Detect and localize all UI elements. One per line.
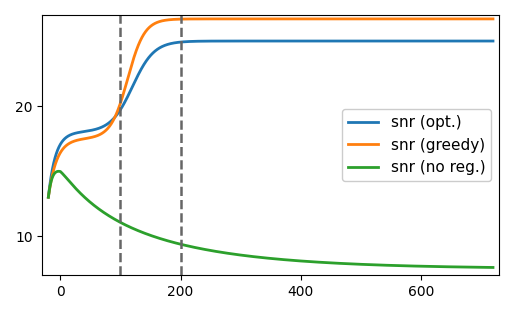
snr (opt.) [377, 39, 383, 43]
snr (greedy) [434, 17, 440, 21]
snr (greedy) [215, 17, 222, 21]
snr (opt.) [490, 39, 496, 43]
snr (no reg.) [411, 264, 417, 268]
snr (greedy) [45, 195, 51, 199]
snr (greedy) [312, 17, 318, 21]
Line: snr (no reg.): snr (no reg.) [48, 171, 493, 268]
Line: snr (greedy): snr (greedy) [48, 19, 493, 197]
snr (no reg.) [490, 266, 496, 269]
snr (no reg.) [215, 250, 222, 254]
snr (greedy) [126, 72, 132, 75]
snr (no reg.) [45, 195, 51, 199]
snr (no reg.) [377, 263, 383, 267]
snr (no reg.) [335, 261, 341, 265]
snr (no reg.) [126, 225, 132, 229]
snr (no reg.) [56, 170, 62, 173]
snr (no reg.) [312, 260, 318, 264]
snr (opt.) [126, 92, 132, 95]
snr (greedy) [377, 17, 383, 21]
snr (opt.) [215, 39, 222, 43]
snr (opt.) [490, 39, 496, 43]
snr (opt.) [312, 39, 318, 43]
snr (opt.) [411, 39, 417, 43]
Line: snr (opt.): snr (opt.) [48, 41, 493, 197]
snr (opt.) [335, 39, 341, 43]
snr (opt.) [45, 195, 51, 199]
snr (greedy) [490, 17, 496, 21]
snr (greedy) [335, 17, 341, 21]
snr (greedy) [411, 17, 417, 21]
Legend: snr (opt.), snr (greedy), snr (no reg.): snr (opt.), snr (greedy), snr (no reg.) [342, 109, 491, 181]
